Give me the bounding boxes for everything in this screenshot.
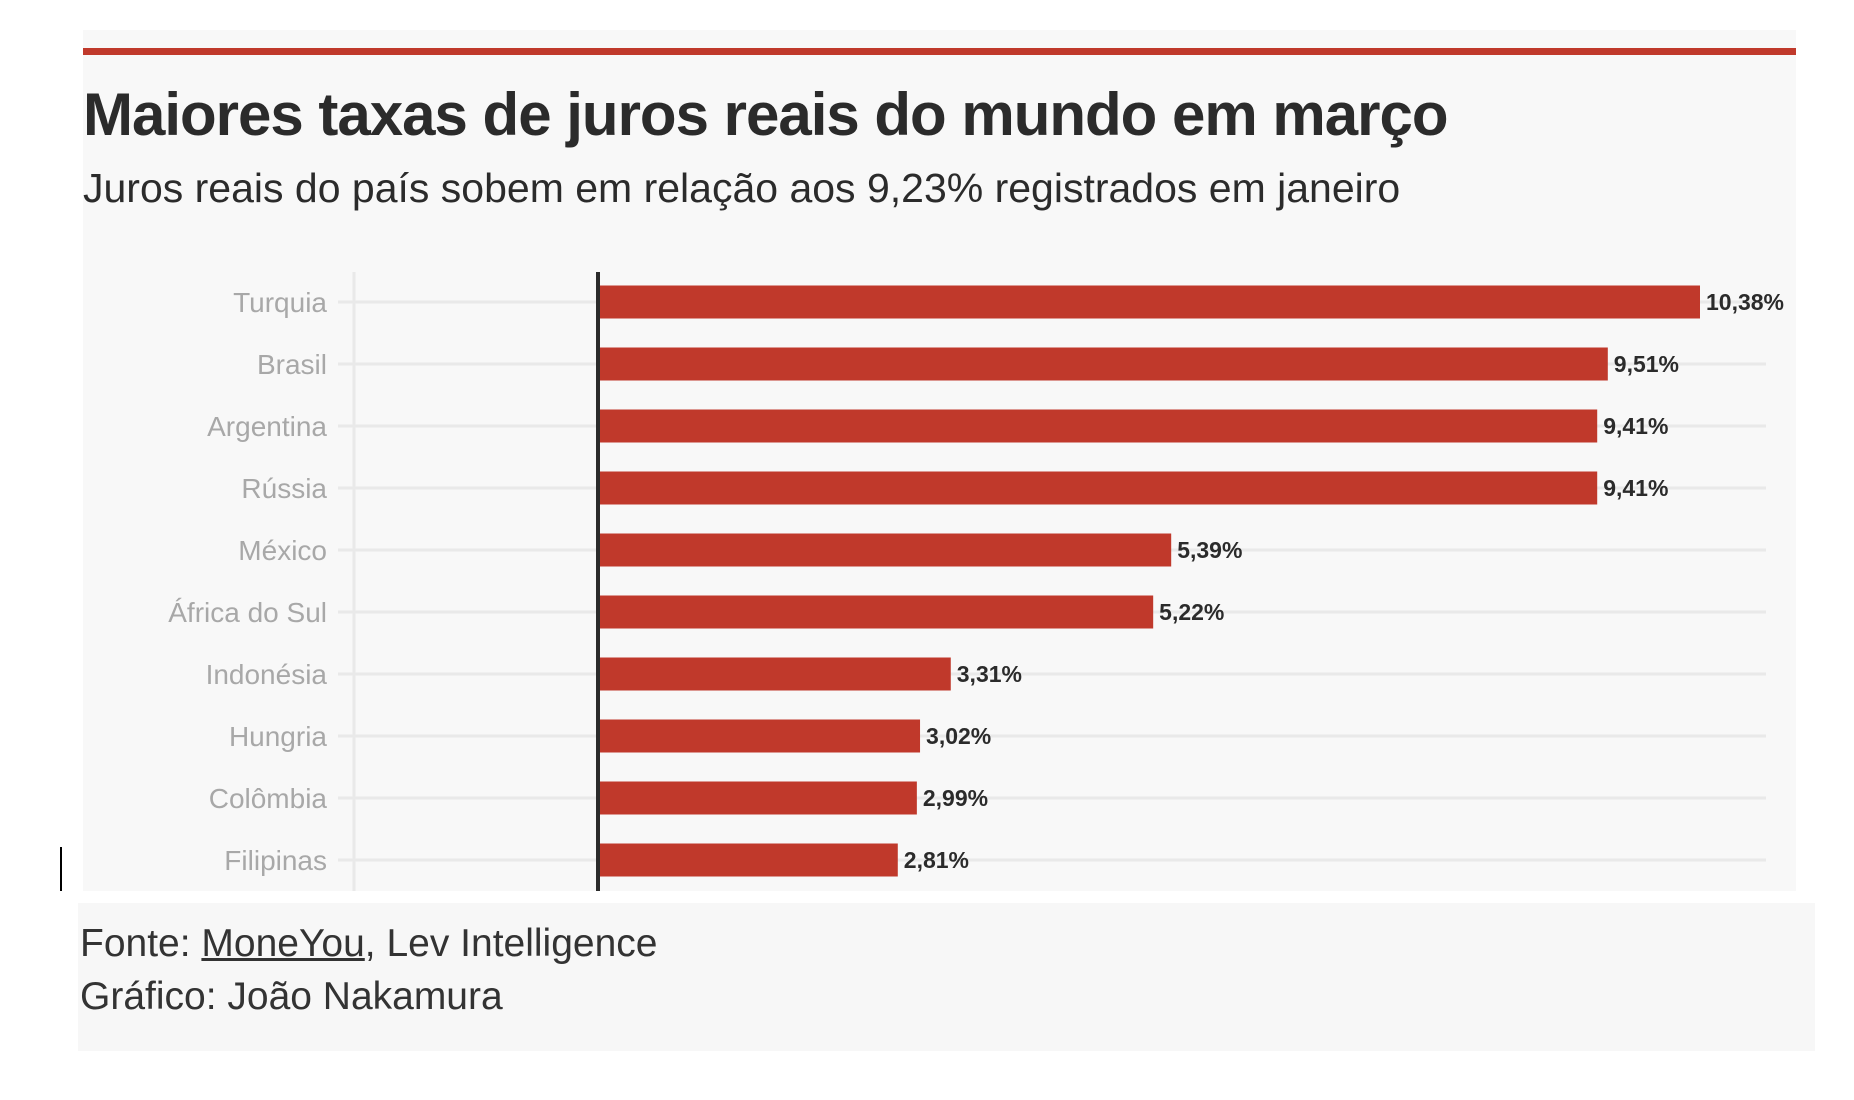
chart-title: Maiores taxas de juros reais do mundo em…: [83, 81, 1448, 148]
category-label: Colômbia: [209, 783, 328, 814]
value-label: 2,99%: [923, 785, 988, 811]
bar: [600, 843, 898, 877]
source-link-moneyou[interactable]: MoneYou: [201, 922, 365, 965]
bar: [600, 781, 917, 815]
bar-chart: Turquia 10,38% Brasil 9,51% Argentina 9,41% Rú…: [168, 272, 1784, 891]
category-label: Brasil: [257, 349, 327, 380]
category-label: México: [238, 535, 327, 566]
text-cursor: [60, 847, 62, 891]
labels: Turquia 10,38% Brasil 9,51% Argentina 9,41% Rú…: [168, 287, 1784, 876]
value-label: 9,41%: [1603, 475, 1668, 501]
credit-line: Gráfico: João Nakamura: [80, 975, 503, 1018]
value-label: 9,51%: [1614, 351, 1679, 377]
bar: [600, 533, 1172, 567]
category-label: Argentina: [207, 411, 327, 442]
value-label: 5,39%: [1177, 537, 1242, 563]
bar: [600, 595, 1154, 629]
bar: [600, 719, 921, 753]
bar: [600, 285, 1700, 319]
footer: [78, 903, 1815, 1051]
value-label: 5,22%: [1159, 599, 1224, 625]
category-label: Hungria: [229, 721, 327, 752]
category-label: Indonésia: [206, 659, 328, 690]
value-label: 2,81%: [904, 847, 969, 873]
value-label: 3,31%: [957, 661, 1022, 687]
value-label: 9,41%: [1603, 413, 1668, 439]
chart-subtitle: Juros reais do país sobem em relação aos…: [83, 165, 1401, 211]
bar: [600, 657, 951, 691]
source-rest: , Lev Intelligence: [364, 922, 658, 965]
category-label: África do Sul: [168, 597, 327, 628]
value-label: 3,02%: [926, 723, 991, 749]
bars: [600, 285, 1700, 877]
bar: [600, 347, 1608, 381]
category-label: Turquia: [233, 287, 327, 318]
source-line: Fonte: MoneYou, Lev Intelligence: [80, 922, 657, 966]
source-prefix: Fonte:: [80, 922, 202, 965]
value-label: 10,38%: [1706, 289, 1784, 315]
category-label: Rússia: [241, 473, 327, 504]
bar: [600, 471, 1598, 505]
category-label: Filipinas: [224, 845, 327, 876]
bar: [600, 409, 1598, 443]
accent-rule: [83, 48, 1796, 55]
chart-panel: [83, 30, 1796, 891]
